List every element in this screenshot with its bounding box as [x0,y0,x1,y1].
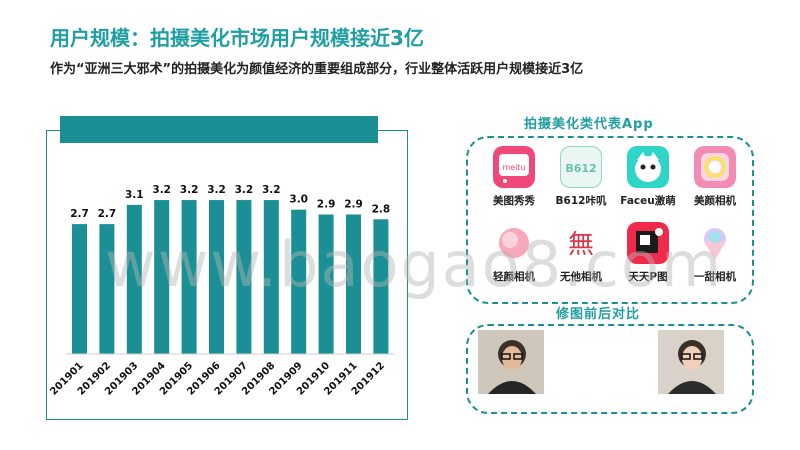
bar-201904 [154,200,170,354]
data-label: 3.2 [207,184,226,196]
app-label: Faceu激萌 [620,195,676,207]
svg-text:meitu: meitu [502,163,525,172]
data-label: 3.0 [289,194,308,206]
app-wuta[interactable]: 無 无他相机 [545,222,617,284]
bar-201903 [126,204,142,354]
app-label: 无他相机 [560,271,602,283]
bar-201908 [263,200,279,354]
faceu-icon [627,146,669,188]
data-label: 2.7 [70,208,89,220]
yitian-icon [694,222,736,264]
data-label: 2.9 [317,198,336,210]
app-label: B612咔叽 [555,195,607,207]
app-label: 美颜相机 [694,195,736,207]
chart-header-bar [60,116,378,143]
bar-201902 [99,224,115,354]
bar-201912 [373,219,389,354]
app-ttpic[interactable]: 天天P图 [612,222,684,284]
beauty-camera-icon [694,146,736,188]
apps-section-label: 拍摄美化类代表App [524,117,654,132]
data-label: 2.7 [98,208,117,220]
data-label: 3.2 [235,184,254,196]
page-title: 用户规模：拍摄美化市场用户规模接近3亿 [50,26,424,50]
meitu-icon: meitu [493,146,535,188]
apps-box [466,136,754,304]
data-label: 2.8 [372,203,391,215]
app-label: 天天P图 [628,271,668,283]
app-meitu[interactable]: meitu 美图秀秀 [478,146,550,208]
ttpic-icon [627,222,669,264]
bar-chart: 2.72019012.72019023.12019033.22019043.22… [48,184,395,398]
svg-text:B612: B612 [565,162,596,175]
app-label: 美图秀秀 [493,195,535,207]
data-label: 3.2 [262,184,281,196]
after-photo [658,330,724,394]
bar-201901 [72,224,87,354]
bar-201906 [209,200,224,354]
data-label: 2.9 [344,198,363,210]
data-label: 3.2 [152,184,171,196]
before-photo [478,330,544,394]
light-camera-icon [493,222,535,264]
bar-201910 [318,214,334,354]
svg-text:無: 無 [568,230,594,260]
page-subtitle: 作为“亚洲三大邪术”的拍摄美化为颜值经济的重要组成部分，行业整体活跃用户规模接近… [50,62,584,77]
app-faceu[interactable]: Faceu激萌 [612,146,684,208]
app-beauty-camera[interactable]: 美颜相机 [679,146,751,208]
bar-201909 [291,209,307,354]
wuta-icon: 無 [560,222,602,264]
data-label: 3.1 [125,189,144,201]
app-yitian[interactable]: 一甜相机 [679,222,751,284]
bar-201905 [181,200,197,354]
app-label: 轻颜相机 [493,271,535,283]
bar-201911 [346,214,361,354]
app-light-camera[interactable]: 轻颜相机 [478,222,550,284]
bar-201907 [236,200,252,354]
retouch-section-label: 修图前后对比 [556,307,641,322]
retouch-box [466,324,754,414]
b612-icon: B612 [560,146,602,188]
app-b612[interactable]: B612 B612咔叽 [545,146,617,208]
data-label: 3.2 [180,184,199,196]
app-label: 一甜相机 [694,271,736,283]
